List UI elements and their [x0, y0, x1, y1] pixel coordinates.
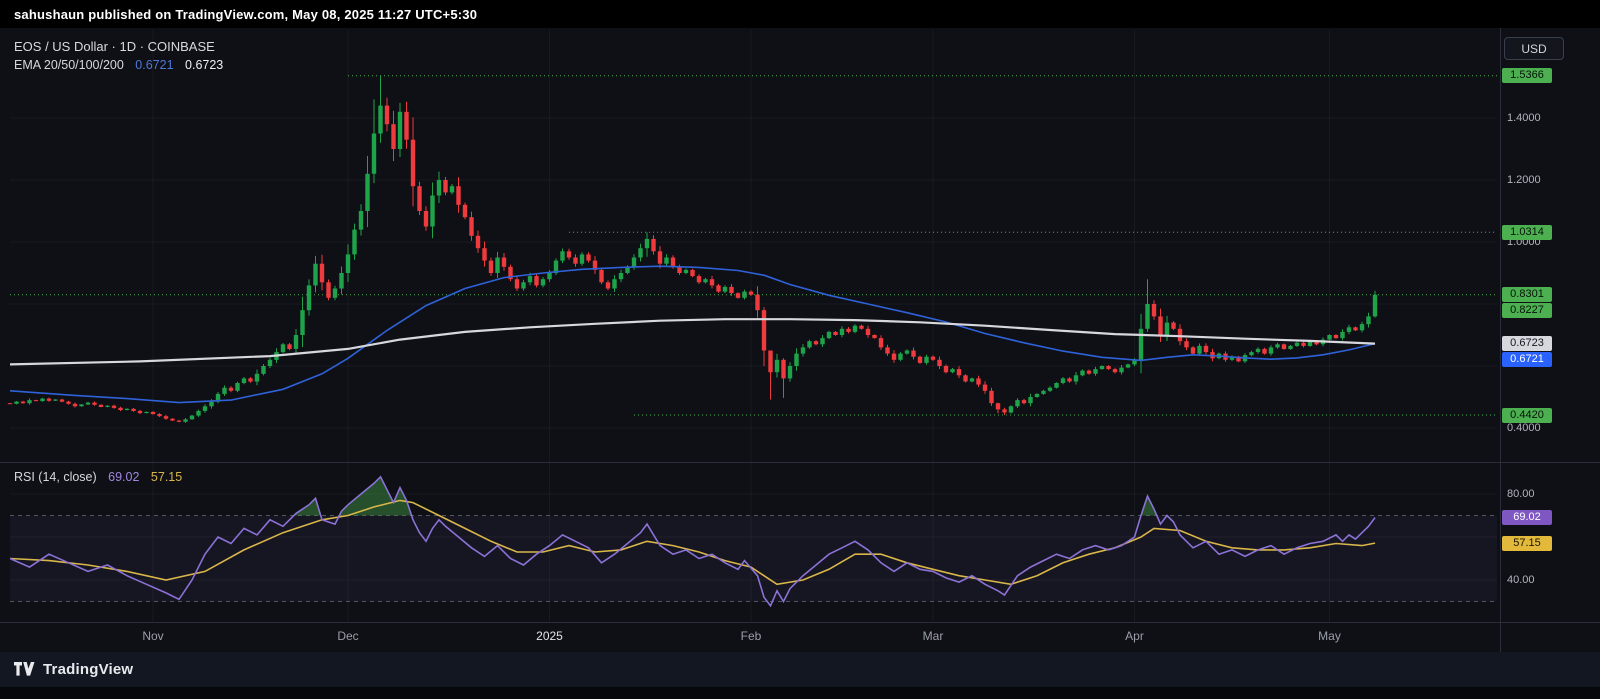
rsi-indicator-legend[interactable]: RSI (14, close) 69.02 57.15: [14, 470, 182, 484]
publish-bar: sahushaun published on TradingView.com, …: [0, 0, 1600, 28]
ema-label: EMA 20/50/100/200: [14, 58, 124, 72]
footer-strip: [0, 687, 1600, 699]
pane-separator[interactable]: [0, 462, 1600, 463]
rsi-label: RSI (14, close): [14, 470, 97, 484]
symbol-title[interactable]: EOS / US Dollar · 1D · COINBASE: [14, 39, 215, 54]
time-axis-separator: [0, 622, 1600, 623]
ema-value-white: 0.6723: [185, 58, 224, 72]
price-pane[interactable]: [0, 28, 1500, 462]
symbol-title-text: EOS / US Dollar · 1D · COINBASE: [14, 39, 215, 54]
ema-value-blue: 0.6721: [135, 58, 174, 72]
axis-separator: [1500, 28, 1501, 652]
publish-text: sahushaun published on TradingView.com, …: [14, 6, 478, 22]
tradingview-logo-icon[interactable]: [14, 662, 35, 676]
currency-toggle-button[interactable]: USD: [1504, 37, 1564, 60]
time-axis[interactable]: [0, 622, 1500, 652]
tradingview-brand[interactable]: TradingView: [43, 661, 134, 678]
rsi-pane[interactable]: [0, 462, 1500, 622]
price-axis[interactable]: [1500, 28, 1600, 652]
ema-indicator-legend[interactable]: EMA 20/50/100/200 0.6721 0.6723: [14, 58, 223, 72]
rsi-ma-value: 57.15: [150, 470, 183, 484]
rsi-value: 69.02: [108, 470, 140, 484]
